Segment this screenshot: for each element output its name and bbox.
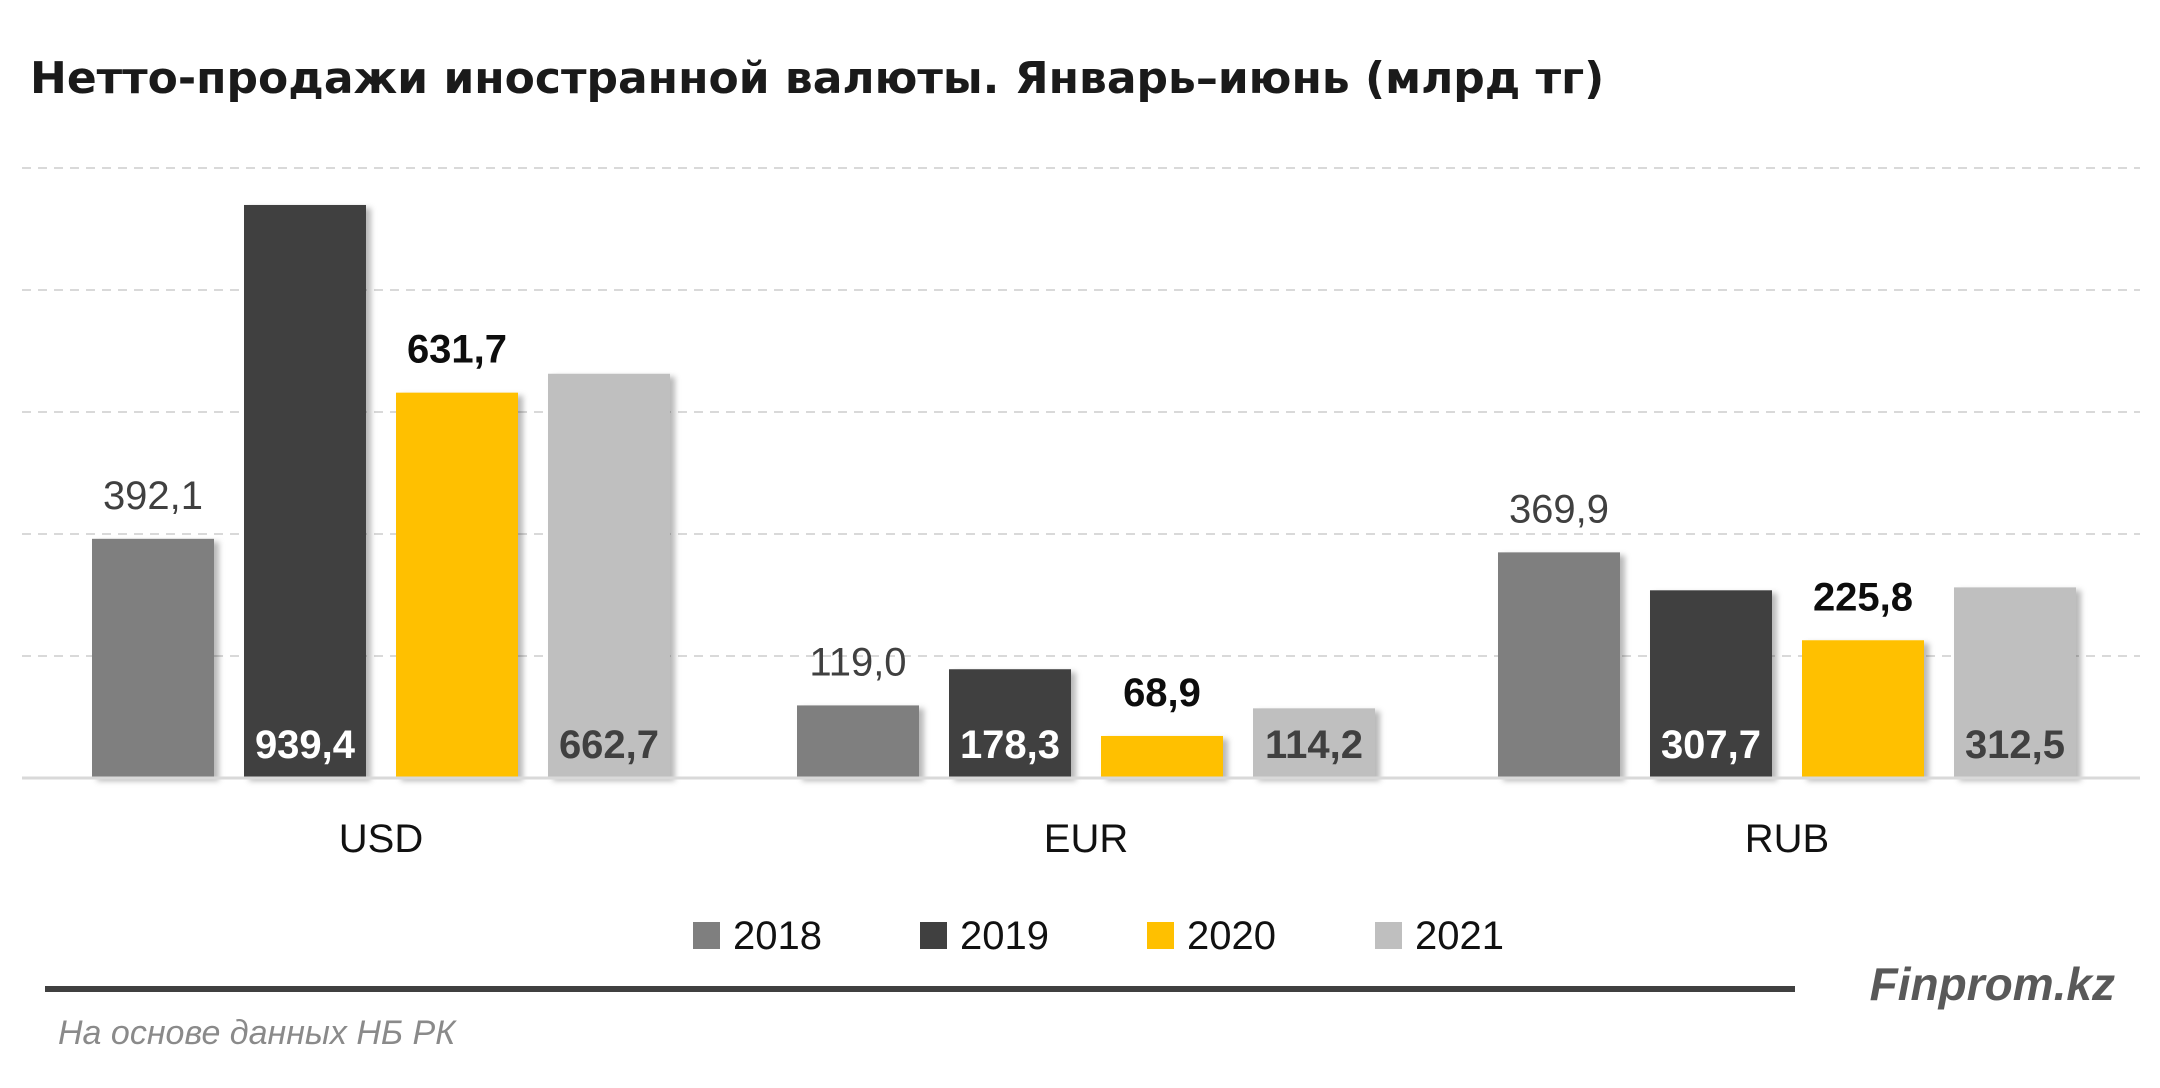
source-note: На основе данных НБ РК <box>58 1014 457 1052</box>
category-label-rub: RUB <box>1745 817 1829 861</box>
legend-swatch-2020 <box>1147 922 1174 949</box>
bar-rub-2021 <box>1954 587 2076 778</box>
bar-eur-2020 <box>1101 735 1223 778</box>
bar-eur-2021 <box>1253 708 1375 778</box>
value-label-eur-2021: 114,2 <box>1265 723 1363 767</box>
chart-title: Нетто-продажи иностранной валюты. Январь… <box>30 53 1604 104</box>
legend-swatch-2019 <box>920 922 947 949</box>
value-label-usd-2020: 631,7 <box>407 328 507 372</box>
legend: 2018 2019 2020 2021 <box>693 914 1504 958</box>
bar-rub-2020 <box>1802 640 1924 778</box>
value-label-rub-2021: 312,5 <box>1965 723 2065 767</box>
value-label-rub-2018: 369,9 <box>1509 487 1609 531</box>
legend-swatch-2021 <box>1375 922 1402 949</box>
value-label-usd-2019: 939,4 <box>255 723 356 767</box>
category-label-eur: EUR <box>1044 817 1128 861</box>
value-label-rub-2020: 225,8 <box>1813 575 1913 619</box>
value-labels: 392,1 119,0 369,9 939,4 178,3 307,7 631,7 68,9 2… <box>103 328 2065 767</box>
brand-logo-text: Finprom.kz <box>1870 958 2115 1010</box>
value-label-eur-2018: 119,0 <box>809 640 906 684</box>
legend-label-2019: 2019 <box>960 914 1049 958</box>
value-label-usd-2021: 662,7 <box>559 723 659 767</box>
bar-rub-2018 <box>1498 552 1620 778</box>
value-label-rub-2019: 307,7 <box>1661 723 1761 767</box>
bar-usd-2018 <box>92 538 214 778</box>
value-label-eur-2020: 68,9 <box>1123 671 1201 715</box>
bar-usd-2020 <box>396 392 518 778</box>
x-axis: USD EUR RUB <box>22 776 2140 861</box>
bar-usd-2021 <box>548 373 670 778</box>
legend-label-2018: 2018 <box>733 914 822 958</box>
bar-eur-2018 <box>797 705 919 778</box>
bar-rub-2019 <box>1650 590 1772 778</box>
gridlines <box>22 167 2140 657</box>
bar-usd-2019 <box>244 204 366 778</box>
legend-swatch-2018 <box>693 922 720 949</box>
legend-label-2021: 2021 <box>1415 914 1504 958</box>
value-label-usd-2018: 392,1 <box>103 474 203 518</box>
legend-label-2020: 2020 <box>1187 914 1276 958</box>
category-label-usd: USD <box>339 817 423 861</box>
bars <box>92 204 2076 778</box>
value-label-eur-2019: 178,3 <box>960 723 1060 767</box>
bar-eur-2019 <box>949 669 1071 778</box>
